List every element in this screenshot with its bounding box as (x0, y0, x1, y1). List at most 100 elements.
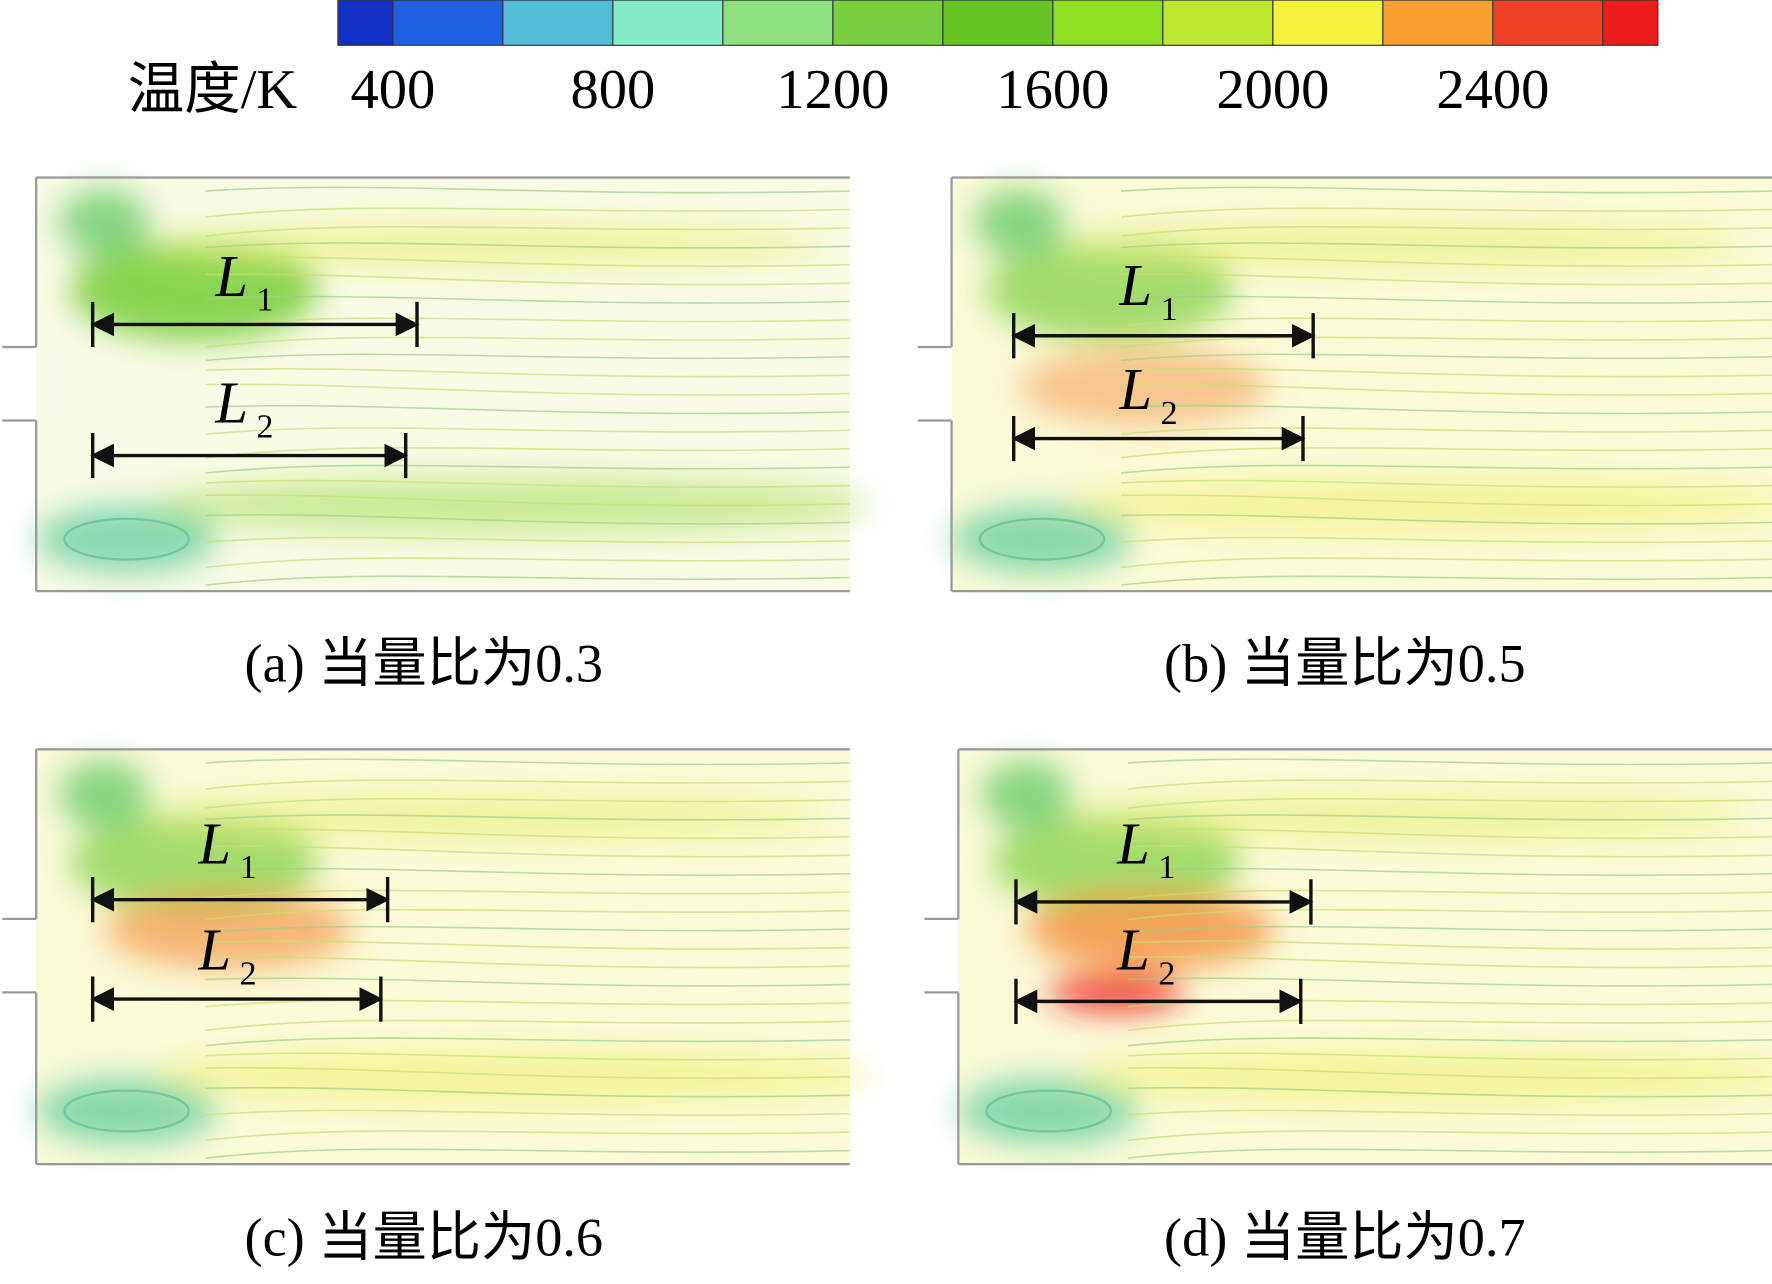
panel: L 1L 2(b) 当量比为0.5 (917, 176, 1772, 694)
streamline (205, 1019, 850, 1032)
streamline (205, 494, 850, 507)
streamline (1121, 494, 1772, 507)
streamline (205, 514, 850, 525)
colorbar-segment (1382, 0, 1494, 46)
length-subscript: 1 (1161, 291, 1178, 328)
streamline (205, 845, 850, 858)
length-subscript: 2 (240, 955, 257, 992)
panel-caption: (d) 当量比为0.7 (1164, 1208, 1526, 1268)
panel: L 1L 2(a) 当量比为0.3 (2, 176, 873, 694)
vortex (985, 1089, 1113, 1133)
temperature-field (36, 760, 873, 1145)
streamline (1127, 940, 1772, 950)
streamline (205, 1052, 850, 1061)
streamline (205, 925, 850, 934)
length-letter: L (214, 244, 248, 309)
streamline (1127, 828, 1772, 840)
length-subscript: 2 (257, 408, 274, 445)
streamline (205, 977, 850, 987)
streamline (205, 1148, 850, 1159)
length-subscript: 1 (1158, 849, 1175, 886)
length-letter: L (1118, 253, 1152, 318)
field-blob (992, 811, 1241, 914)
streamline (205, 828, 850, 840)
colorbar-segment (1492, 0, 1604, 46)
streamline (1127, 1148, 1772, 1159)
colorbar-tick-label: 800 (571, 59, 656, 121)
streamline (205, 336, 850, 349)
streamline (205, 779, 850, 790)
streamline (1121, 514, 1772, 525)
streamline (1127, 814, 1772, 821)
streamline (205, 427, 850, 435)
streamline (1127, 779, 1772, 790)
wall (917, 176, 1772, 593)
field-blob (980, 760, 1072, 829)
streamline (1127, 797, 1772, 809)
length-subscript: 2 (1158, 955, 1175, 992)
length-subscript: 2 (1161, 395, 1178, 432)
streamline (205, 575, 850, 586)
vortex (978, 517, 1106, 561)
streamline (1120, 446, 1772, 459)
streamline (205, 207, 850, 218)
streamline (205, 557, 850, 569)
streamline (1120, 353, 1772, 362)
streamline (1127, 1066, 1772, 1080)
streamline (205, 1130, 850, 1142)
colorbar-segment (392, 0, 504, 46)
wall (2, 176, 850, 593)
length-letter: L (197, 918, 231, 983)
length-subscript: 1 (240, 849, 257, 886)
streamline (205, 1086, 850, 1098)
streamline (1120, 317, 1772, 327)
streamline (1121, 295, 1772, 304)
streamline (1121, 242, 1772, 249)
streamline (1127, 1037, 1772, 1047)
streamline (205, 464, 850, 474)
streamline (1127, 758, 1772, 766)
field-blob (958, 1077, 1140, 1145)
field-blob (1064, 477, 1772, 534)
colorbar-segment (1272, 0, 1384, 46)
streamline (1120, 575, 1772, 586)
streamline (1127, 867, 1772, 877)
streamline (1127, 977, 1772, 987)
streamline (205, 368, 850, 378)
colorbar-segment (612, 0, 724, 46)
field-blob (36, 505, 217, 574)
streamline (205, 225, 850, 237)
streamline (1121, 536, 1772, 544)
colorbar-segment (337, 0, 394, 46)
streamline (1120, 464, 1772, 474)
length-letter: L (1116, 918, 1150, 983)
streamline (1127, 1130, 1772, 1142)
wall (2, 748, 850, 1166)
streamline (205, 273, 850, 286)
field-blob (149, 477, 873, 534)
vortex (63, 1089, 190, 1133)
panel-caption: (c) 当量比为0.6 (245, 1208, 603, 1268)
length-letter: L (1118, 357, 1152, 422)
streamline (205, 867, 850, 877)
streamline (205, 186, 850, 194)
streamline (205, 814, 850, 821)
streamline (205, 1109, 850, 1116)
streamline (205, 295, 850, 304)
streamline (205, 404, 850, 415)
colorbar-segment (942, 0, 1054, 46)
panel: L 1L 2(d) 当量比为0.7 (924, 748, 1772, 1268)
panel-caption: (b) 当量比为0.5 (1164, 634, 1526, 694)
length-letter: L (1116, 811, 1150, 876)
streamline (1120, 225, 1772, 237)
colorbar-segment (1162, 0, 1274, 46)
length-letter: L (197, 811, 231, 876)
streamline (1127, 1052, 1772, 1061)
streamline (205, 536, 850, 544)
streamline (1121, 273, 1772, 286)
streamline (1121, 383, 1772, 396)
field-blob (974, 188, 1065, 257)
streamline (1127, 955, 1772, 969)
streamline (1121, 186, 1772, 194)
field-blob (36, 1077, 217, 1145)
